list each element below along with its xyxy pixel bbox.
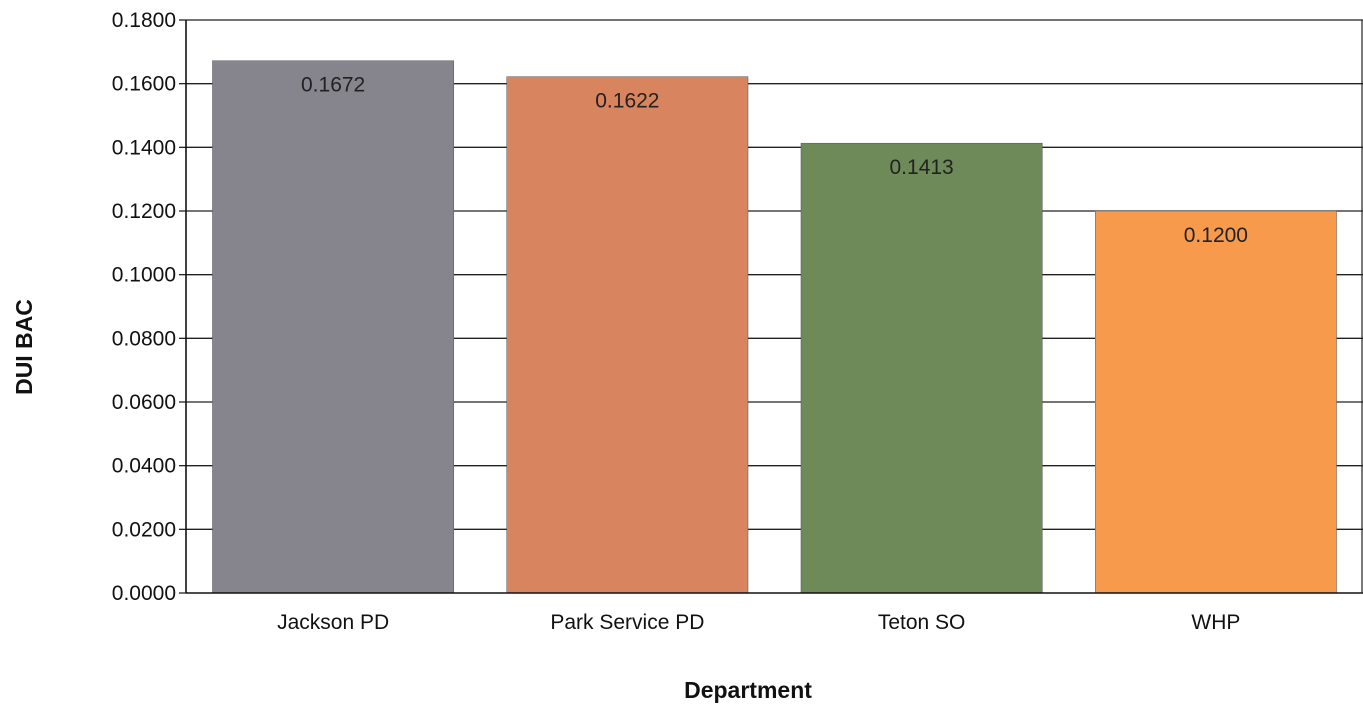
x-tick-label: WHP (1191, 611, 1240, 634)
bar (1094, 210, 1337, 594)
y-tick-label: 0.1400 (112, 136, 176, 159)
axes (179, 19, 1363, 594)
data-label: 0.1672 (301, 74, 365, 97)
y-tick-label: 0.1200 (112, 200, 176, 223)
bar (506, 76, 749, 594)
y-tick-label: 0.0000 (112, 582, 176, 605)
y-tick-label: 0.0200 (112, 518, 176, 541)
y-tick-label: 0.1600 (112, 73, 176, 96)
data-labels: 0.1672 0.1622 0.1413 0.1200 (301, 74, 1248, 247)
y-tick-label: 0.0400 (112, 455, 176, 478)
data-label: 0.1200 (1184, 224, 1248, 247)
x-tick-label: Teton SO (878, 611, 966, 634)
x-axis-title: Department (684, 677, 812, 703)
y-tick-label: 0.0800 (112, 327, 176, 350)
y-axis-title: DUI BAC (11, 299, 37, 395)
data-label: 0.1413 (890, 156, 954, 179)
bar (212, 60, 455, 594)
data-label: 0.1622 (595, 90, 659, 113)
x-tick-label: Jackson PD (277, 611, 389, 634)
x-tick-labels: Jackson PD Park Service PD Teton SO WHP (277, 611, 1240, 634)
y-tick-labels: 0.0000 0.0200 0.0400 0.0600 0.0800 0.1000 0.12… (112, 9, 176, 605)
y-tick-label: 0.1000 (112, 264, 176, 287)
y-tick-label: 0.1800 (112, 9, 176, 32)
bar (800, 142, 1043, 594)
y-tick-label: 0.0600 (112, 391, 176, 414)
bars (212, 60, 1337, 594)
x-tick-label: Park Service PD (550, 611, 704, 634)
